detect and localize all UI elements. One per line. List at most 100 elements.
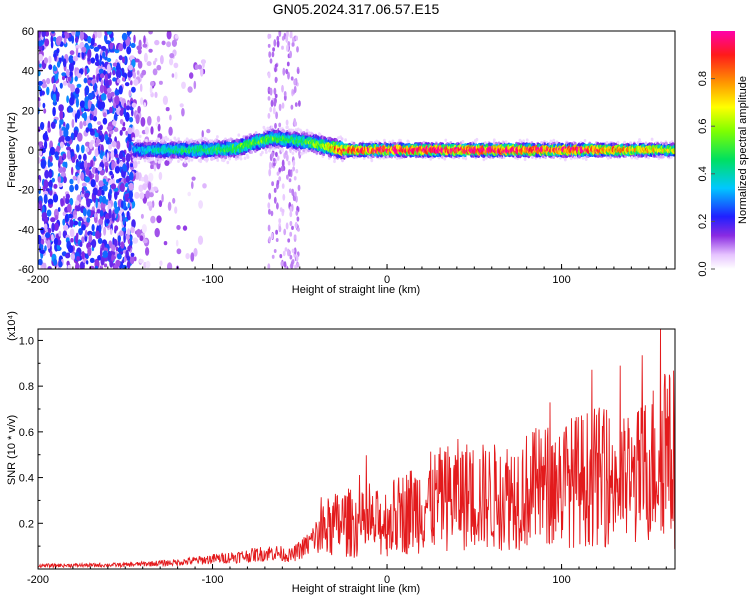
noise-cell xyxy=(121,227,127,232)
noise-cell xyxy=(96,31,102,39)
noise-column-cell xyxy=(287,248,290,257)
noise-cell xyxy=(43,108,47,114)
noise-cell xyxy=(125,130,128,136)
noise-cell xyxy=(114,48,120,54)
noise-cell xyxy=(45,232,51,239)
noise-cell xyxy=(87,246,92,257)
noise-cell xyxy=(47,198,54,205)
noise-cell xyxy=(94,148,99,158)
noise-cell xyxy=(169,114,172,121)
ridge-cell xyxy=(216,158,220,162)
noise-cell xyxy=(59,82,63,89)
noise-cell xyxy=(81,224,86,231)
noise-cell xyxy=(122,156,126,163)
noise-cell xyxy=(143,35,146,45)
noise-cell xyxy=(99,84,104,93)
noise-cell xyxy=(106,31,112,35)
noise-cell xyxy=(150,164,154,170)
noise-column-cell xyxy=(278,167,282,173)
noise-cell xyxy=(182,225,188,231)
noise-cell xyxy=(67,245,74,253)
noise-cell xyxy=(150,126,154,135)
noise-cell xyxy=(164,160,170,166)
noise-cell xyxy=(44,169,50,179)
noise-cell xyxy=(94,107,98,117)
noise-column-cell xyxy=(267,43,271,48)
noise-cell xyxy=(63,36,67,45)
ridge-cell xyxy=(138,134,142,139)
noise-column-cell xyxy=(294,221,298,229)
noise-column-cell xyxy=(269,87,273,96)
noise-cell xyxy=(150,81,155,87)
noise-cell xyxy=(46,77,51,85)
noise-cell xyxy=(40,121,45,131)
noise-cell xyxy=(53,237,59,245)
noise-cell xyxy=(137,60,143,69)
ridge-cell xyxy=(291,151,295,155)
noise-cell xyxy=(129,116,134,123)
noise-cell xyxy=(52,36,57,42)
noise-cell xyxy=(81,251,85,260)
noise-cell xyxy=(47,266,52,269)
noise-cell xyxy=(58,230,62,237)
noise-column-cell xyxy=(286,44,289,52)
noise-cell xyxy=(121,126,127,132)
noise-cell xyxy=(128,64,133,71)
noise-cell xyxy=(83,77,88,84)
noise-cell xyxy=(109,188,112,196)
noise-cell xyxy=(69,107,74,113)
ridge-cell xyxy=(183,160,187,164)
noise-cell xyxy=(41,212,48,220)
ridge-cell xyxy=(444,138,448,142)
noise-column-cell xyxy=(273,162,276,167)
noise-cell xyxy=(47,227,52,234)
noise-cell xyxy=(100,93,107,101)
noise-cell xyxy=(118,152,124,160)
noise-cell xyxy=(130,226,135,234)
noise-cell xyxy=(139,83,143,93)
noise-cell xyxy=(97,145,101,154)
noise-cell xyxy=(106,87,112,93)
noise-cell xyxy=(108,79,112,86)
noise-cell xyxy=(70,238,74,243)
noise-cell xyxy=(109,228,113,236)
noise-cell xyxy=(174,206,178,214)
ridge-cell xyxy=(185,143,189,148)
noise-cell xyxy=(168,126,173,136)
noise-cell xyxy=(106,152,110,162)
noise-cell xyxy=(162,95,168,106)
noise-cell xyxy=(90,114,94,121)
ridge-cell xyxy=(157,137,161,141)
noise-cell xyxy=(147,181,152,191)
spectrogram-marks xyxy=(38,31,675,269)
noise-column-cell xyxy=(269,58,273,64)
noise-cell xyxy=(97,166,103,172)
ridge-cell xyxy=(270,125,274,129)
noise-cell xyxy=(176,248,182,255)
noise-column-cell xyxy=(293,247,297,255)
ridge-cell xyxy=(215,155,219,160)
noise-cell xyxy=(153,60,156,66)
noise-cell xyxy=(95,198,98,209)
noise-cell xyxy=(130,240,133,247)
noise-cell xyxy=(76,161,81,167)
noise-cell xyxy=(87,122,93,130)
noise-cell xyxy=(105,40,111,45)
noise-cell xyxy=(161,40,166,46)
noise-cell xyxy=(158,171,163,181)
noise-cell xyxy=(174,71,178,80)
noise-cell xyxy=(59,118,64,125)
ridge-cell xyxy=(246,155,250,159)
noise-cell xyxy=(70,179,74,185)
noise-column-cell xyxy=(285,35,289,43)
ridge-cell xyxy=(262,125,266,130)
noise-cell xyxy=(130,80,133,86)
noise-cell xyxy=(38,80,43,86)
noise-column-cell xyxy=(271,51,275,58)
noise-cell xyxy=(159,260,163,267)
noise-column-cell xyxy=(293,85,297,94)
noise-cell xyxy=(144,126,149,135)
noise-cell xyxy=(48,55,52,64)
noise-cell xyxy=(73,129,78,138)
